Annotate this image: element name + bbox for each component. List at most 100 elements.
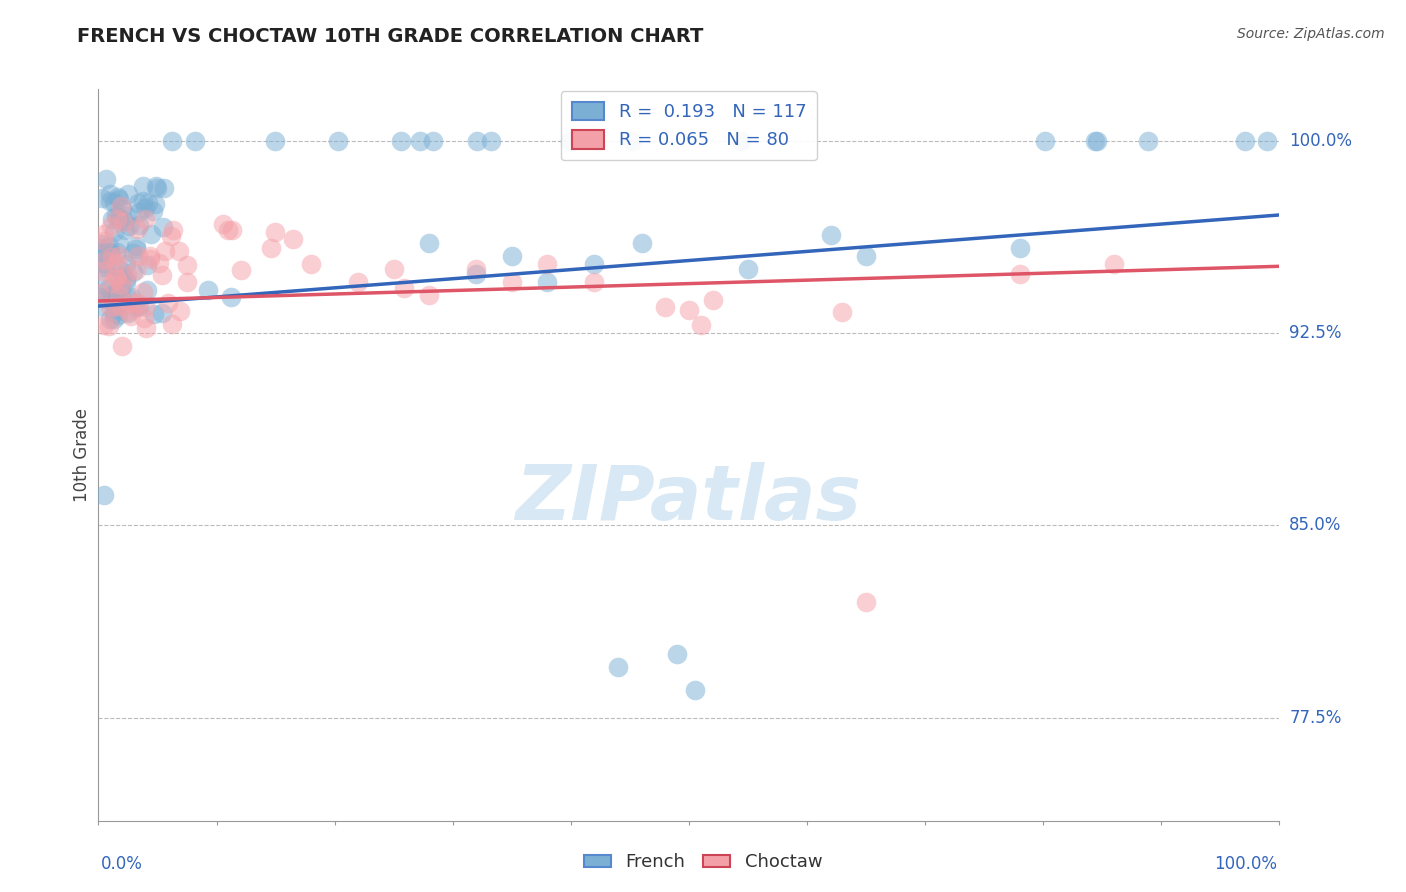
Point bbox=[654, 301, 676, 315]
Point bbox=[118, 292, 141, 306]
Point bbox=[110, 278, 132, 293]
Point bbox=[120, 309, 142, 323]
Point bbox=[111, 292, 134, 306]
Point bbox=[138, 252, 160, 266]
Point bbox=[136, 196, 159, 211]
Point bbox=[1008, 267, 1031, 281]
Point bbox=[1008, 241, 1031, 255]
Point bbox=[263, 226, 285, 240]
Point bbox=[94, 260, 117, 275]
Point bbox=[465, 267, 488, 281]
Text: 85.0%: 85.0% bbox=[1289, 516, 1341, 534]
Point bbox=[156, 296, 179, 310]
Point bbox=[143, 197, 166, 211]
Point bbox=[162, 223, 184, 237]
Point bbox=[107, 298, 129, 312]
Point bbox=[467, 134, 489, 148]
Point bbox=[148, 256, 170, 270]
Point bbox=[260, 241, 283, 255]
Point bbox=[101, 276, 124, 290]
Text: ZIPatlas: ZIPatlas bbox=[516, 462, 862, 536]
Text: 77.5%: 77.5% bbox=[1289, 709, 1341, 727]
Point bbox=[100, 219, 122, 234]
Point bbox=[146, 181, 169, 195]
Text: 100.0%: 100.0% bbox=[1213, 855, 1277, 873]
Point bbox=[678, 302, 700, 317]
Point bbox=[117, 187, 139, 202]
Point bbox=[127, 249, 149, 263]
Point bbox=[162, 317, 184, 331]
Point bbox=[127, 195, 149, 210]
Point bbox=[117, 268, 139, 282]
Point bbox=[90, 190, 112, 204]
Point bbox=[98, 194, 121, 209]
Point bbox=[103, 225, 125, 239]
Point bbox=[105, 209, 128, 223]
Point bbox=[169, 304, 191, 318]
Point bbox=[153, 180, 176, 194]
Point bbox=[107, 212, 129, 227]
Point bbox=[107, 190, 129, 204]
Point bbox=[1084, 134, 1107, 148]
Point bbox=[93, 277, 115, 292]
Point bbox=[93, 318, 115, 333]
Point bbox=[105, 298, 128, 312]
Text: 100.0%: 100.0% bbox=[1289, 131, 1353, 150]
Point bbox=[167, 244, 190, 258]
Point bbox=[98, 244, 121, 259]
Point bbox=[536, 257, 558, 271]
Point bbox=[107, 308, 129, 322]
Point bbox=[620, 134, 643, 148]
Point bbox=[105, 272, 128, 286]
Point bbox=[100, 289, 122, 303]
Point bbox=[219, 290, 242, 304]
Point bbox=[112, 215, 135, 229]
Point bbox=[583, 257, 606, 271]
Point bbox=[299, 257, 322, 271]
Point bbox=[128, 205, 150, 219]
Point bbox=[118, 219, 141, 234]
Point bbox=[97, 282, 120, 296]
Point bbox=[101, 250, 124, 264]
Point bbox=[94, 292, 117, 306]
Text: 0.0%: 0.0% bbox=[101, 855, 143, 873]
Point bbox=[111, 339, 134, 353]
Point bbox=[110, 262, 132, 277]
Point bbox=[855, 249, 877, 263]
Point bbox=[132, 178, 155, 193]
Point bbox=[105, 285, 128, 300]
Point bbox=[176, 276, 198, 290]
Point bbox=[110, 279, 132, 293]
Point bbox=[108, 210, 131, 224]
Point bbox=[121, 246, 143, 260]
Point bbox=[89, 286, 111, 301]
Point bbox=[1137, 134, 1160, 148]
Point bbox=[90, 242, 112, 256]
Point bbox=[107, 288, 129, 302]
Point bbox=[108, 249, 131, 263]
Point bbox=[117, 209, 139, 223]
Point bbox=[104, 298, 127, 312]
Point bbox=[160, 134, 183, 148]
Point bbox=[132, 310, 155, 325]
Point bbox=[107, 192, 129, 206]
Point bbox=[689, 318, 711, 333]
Point bbox=[150, 306, 173, 320]
Point bbox=[136, 283, 159, 297]
Point bbox=[479, 134, 502, 148]
Legend: French, Choctaw: French, Choctaw bbox=[576, 847, 830, 879]
Point bbox=[103, 195, 125, 210]
Point bbox=[124, 239, 146, 253]
Legend: R =  0.193   N = 117, R = 0.065   N = 80: R = 0.193 N = 117, R = 0.065 N = 80 bbox=[561, 91, 817, 161]
Point bbox=[110, 199, 132, 213]
Point bbox=[142, 203, 165, 218]
Point bbox=[94, 172, 117, 186]
Point bbox=[115, 272, 138, 286]
Point bbox=[115, 257, 138, 271]
Point bbox=[94, 252, 117, 267]
Point bbox=[114, 275, 136, 289]
Point bbox=[607, 659, 630, 673]
Point bbox=[91, 260, 114, 274]
Point bbox=[104, 256, 127, 270]
Point bbox=[184, 134, 207, 148]
